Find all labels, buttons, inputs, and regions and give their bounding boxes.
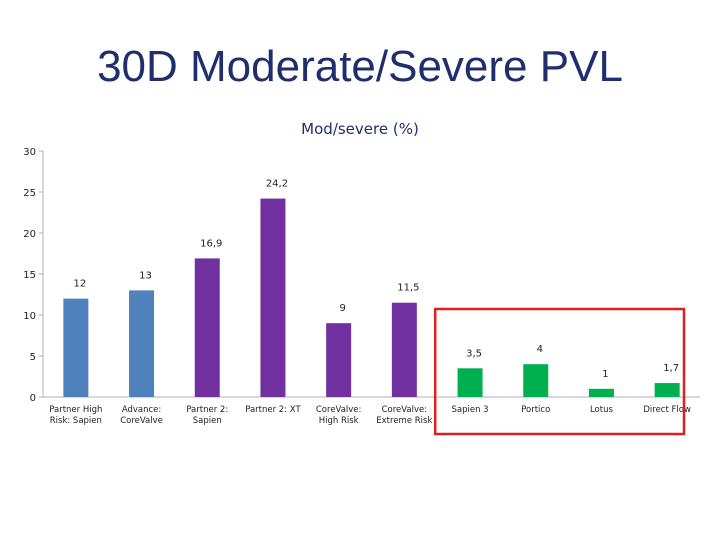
bar [458,368,483,397]
x-tick-label: Risk: Sapien [50,416,102,426]
x-tick-label: CoreValve [120,416,163,426]
x-tick-label: CoreValve: [382,405,428,415]
bar [655,383,680,397]
bar [260,199,285,397]
data-label: 1,7 [663,363,679,374]
x-tick-label: Sapien 3 [452,405,489,415]
data-label: 16,9 [200,238,222,249]
data-label: 1 [602,369,608,380]
y-tick-label: 10 [23,311,36,322]
bar [523,364,548,397]
bar [326,323,351,397]
bar [129,290,154,397]
x-tick-label: CoreValve: [316,405,362,415]
y-tick-label: 5 [30,352,36,363]
x-tick-label: Partner High [49,405,102,415]
y-tick-label: 30 [23,147,36,158]
bar [195,258,220,397]
bar [392,303,417,397]
x-tick-label: Portico [521,405,550,415]
bar [589,389,614,397]
data-label: 11,5 [397,283,419,294]
x-tick-label: High Risk [319,416,359,426]
y-tick-label: 0 [30,393,36,404]
x-tick-label: Partner 2: XT [245,405,301,415]
data-label: 13 [139,270,152,281]
chart-title: Mod/severe (%) [301,120,419,138]
data-label: 9 [339,303,345,314]
y-tick-label: 15 [23,270,36,281]
data-label: 4 [537,344,543,355]
x-tick-label: Advance: [122,405,161,415]
data-label: 3,5 [466,348,482,359]
data-label: 12 [73,279,86,290]
x-tick-label: Lotus [590,405,614,415]
x-tick-label: Sapien [193,416,222,426]
x-tick-label: Extreme Risk [376,416,432,426]
y-tick-label: 20 [23,229,36,240]
x-tick-label: Partner 2: [186,405,228,415]
y-tick-label: 25 [23,188,36,199]
bar [63,299,88,397]
data-label: 24,2 [266,179,288,190]
